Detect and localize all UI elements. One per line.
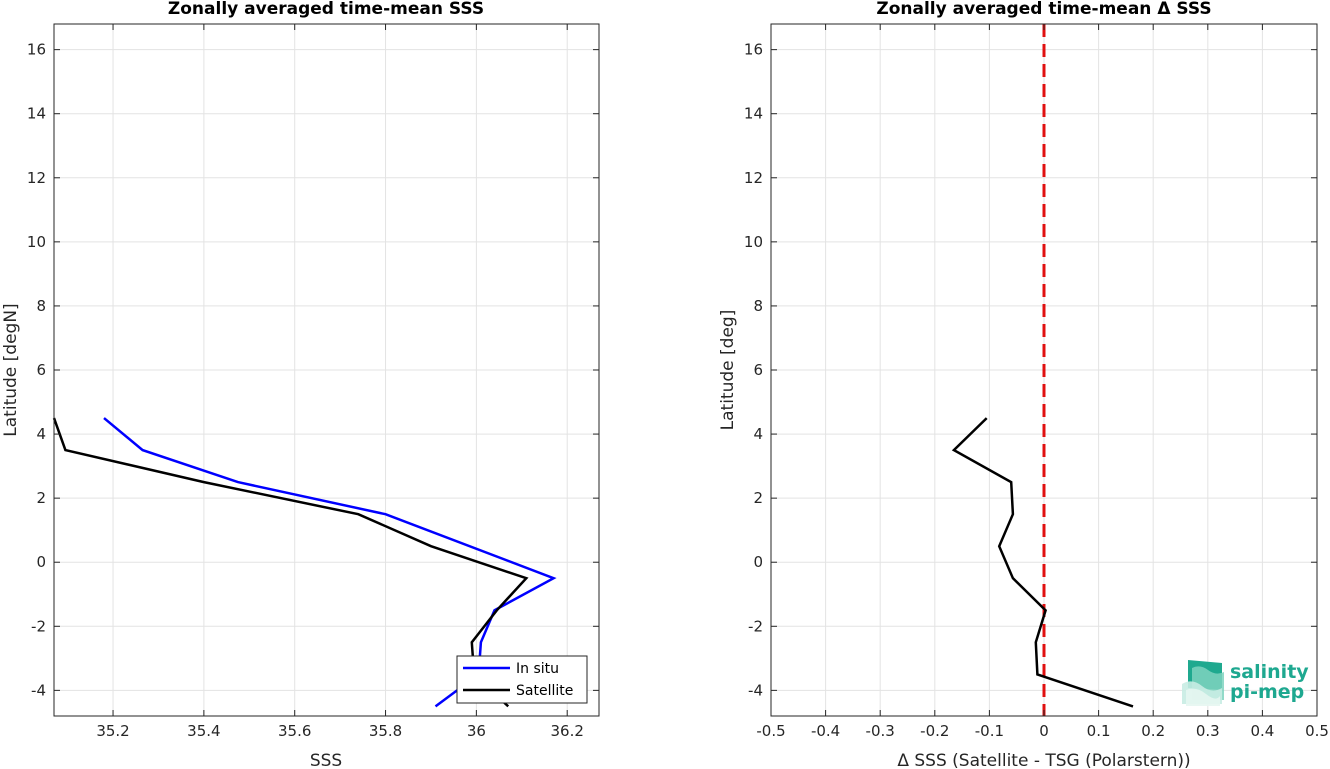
y-tick-label: 6 [753, 361, 763, 379]
y-tick-label: 6 [36, 361, 46, 379]
y-tick-label: 10 [744, 233, 763, 251]
y-tick-label: -2 [31, 617, 46, 635]
x-tick-label: 0.3 [1196, 722, 1220, 740]
y-tick-label: 0 [753, 553, 763, 571]
y-tick-label: 12 [744, 169, 763, 187]
y-axis-label: Latitude [deg] [718, 310, 738, 431]
legend-label-satellite: Satellite [516, 683, 573, 699]
tick-marks [54, 24, 599, 716]
y-axis-label: Latitude [degN] [1, 303, 21, 436]
x-tick-label: 36 [467, 722, 486, 740]
x-tick-label: 0.4 [1250, 722, 1274, 740]
y-tick-label: 10 [27, 233, 46, 251]
panel-title: Zonally averaged time-mean SSS [168, 0, 484, 19]
y-tick-label: 2 [753, 489, 763, 507]
panel-title: Zonally averaged time-mean Δ SSS [876, 0, 1211, 19]
logo-text-line1: salinity [1230, 661, 1309, 683]
y-tick-label: 0 [36, 553, 46, 571]
x-tick-label: 35.4 [187, 722, 220, 740]
y-tick-label: 14 [27, 105, 46, 123]
x-axis-label: Δ SSS (Satellite - TSG (Polarstern)) [897, 751, 1190, 769]
x-tick-labels: 35.2 35.4 35.6 35.8 36 36.2 [96, 722, 584, 740]
delta-sss-panel: Zonally averaged time-mean Δ SSS -0.5 -0.… [718, 0, 1329, 769]
y-tick-label: 14 [744, 105, 763, 123]
y-tick-label: -4 [748, 681, 763, 699]
x-tick-label: 0.1 [1087, 722, 1111, 740]
y-tick-label: 4 [753, 425, 763, 443]
grid [54, 24, 599, 716]
x-tick-label: 0.5 [1305, 722, 1329, 740]
y-tick-label: 4 [36, 425, 46, 443]
y-tick-label: 12 [27, 169, 46, 187]
legend-label-in-situ: In situ [516, 661, 559, 677]
series-lines [951, 417, 1134, 708]
x-axis-label: SSS [310, 751, 342, 769]
y-tick-label: -2 [748, 617, 763, 635]
y-tick-label: 8 [753, 297, 763, 315]
x-tick-label: -0.2 [920, 722, 949, 740]
x-tick-label: -0.1 [975, 722, 1004, 740]
y-tick-label: 16 [744, 41, 763, 59]
x-tick-label: 36.2 [551, 722, 584, 740]
legend: In situ Satellite [456, 655, 588, 704]
y-tick-label: -4 [31, 681, 46, 699]
tick-marks [770, 24, 1318, 716]
sss-panel: Zonally averaged time-mean SSS 35.2 35.4 3… [1, 0, 600, 769]
y-tick-label: 8 [36, 297, 46, 315]
x-tick-label: 35.2 [96, 722, 129, 740]
x-tick-label: -0.5 [756, 722, 785, 740]
y-tick-labels: -4 -2 0 2 4 6 8 10 12 14 16 [744, 41, 763, 700]
x-tick-labels: -0.5 -0.4 -0.3 -0.2 -0.1 0 0.1 0.2 0.3 0.4 0.5 [756, 722, 1329, 740]
logo-wave-icon [1182, 660, 1224, 706]
x-tick-label: -0.4 [811, 722, 840, 740]
x-tick-label: 35.8 [369, 722, 402, 740]
x-tick-label: -0.3 [866, 722, 895, 740]
y-tick-label: 16 [27, 41, 46, 59]
y-tick-labels: -4 -2 0 2 4 6 8 10 12 14 16 [27, 41, 46, 700]
series-line-0 [951, 417, 1134, 708]
x-tick-label: 0 [1039, 722, 1049, 740]
x-tick-label: 0.2 [1141, 722, 1165, 740]
legend-box [456, 655, 588, 704]
x-tick-label: 35.6 [278, 722, 311, 740]
logo-text-line2: pi-mep [1230, 681, 1304, 703]
salinity-pi-mep-logo: salinity pi-mep [1182, 660, 1309, 706]
y-tick-label: 2 [36, 489, 46, 507]
